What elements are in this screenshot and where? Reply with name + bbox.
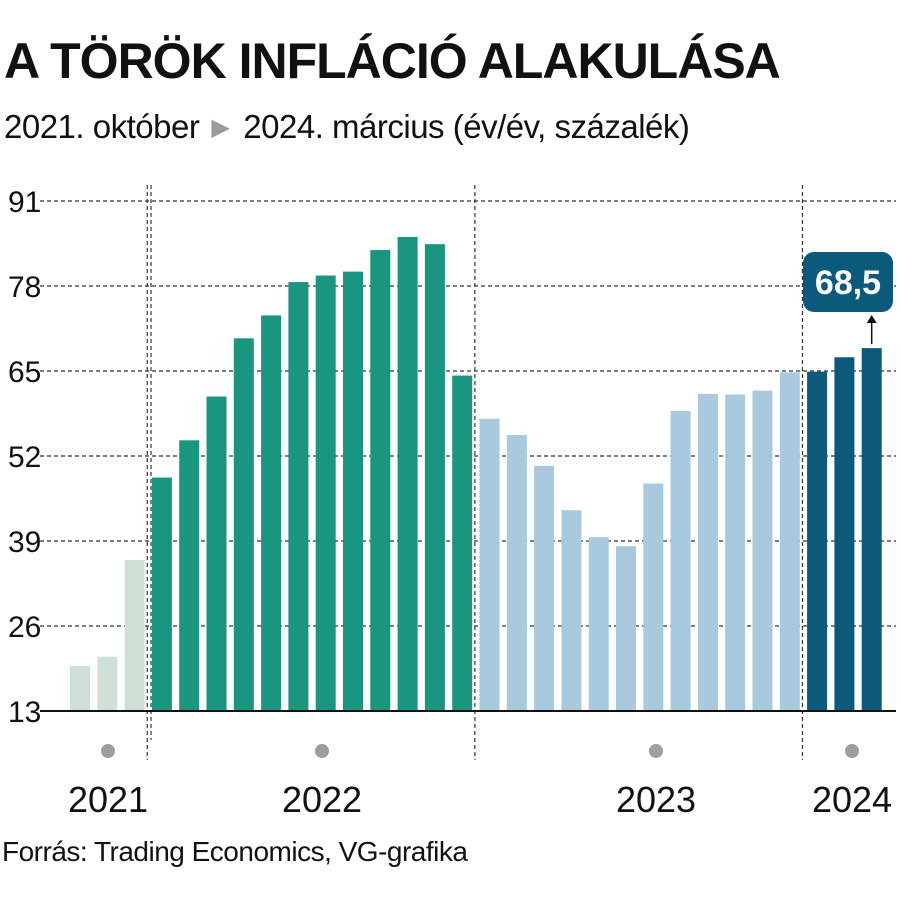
year-label: 2021 — [68, 779, 148, 820]
bar — [807, 371, 828, 711]
year-marker — [101, 744, 115, 758]
year-marker — [845, 744, 859, 758]
chart-subtitle: 2021. október ▶ 2024. március (év/év, száz… — [4, 108, 690, 146]
bar — [725, 394, 746, 711]
bar — [534, 465, 555, 711]
y-tick-label: 78 — [8, 271, 41, 304]
bar — [861, 348, 882, 711]
year-label: 2024 — [812, 779, 892, 820]
bar — [670, 410, 691, 711]
bar — [397, 236, 418, 711]
bar — [315, 275, 336, 711]
y-tick-label: 39 — [8, 526, 41, 559]
year-marker — [649, 744, 663, 758]
bar — [588, 537, 609, 711]
source-note: Forrás: Trading Economics, VG-grafika — [2, 836, 468, 867]
y-tick-label: 13 — [8, 696, 41, 729]
bar — [424, 244, 445, 711]
bar — [261, 315, 282, 711]
y-tick-label: 65 — [8, 356, 41, 389]
bar — [834, 357, 855, 711]
bar — [343, 271, 363, 711]
bar — [206, 396, 227, 711]
bar — [233, 338, 254, 711]
callout-value: 68,5 — [815, 264, 881, 302]
bar — [370, 250, 391, 712]
bar — [779, 372, 800, 711]
chart-title: A TÖRÖK INFLÁCIÓ ALAKULÁSA — [4, 33, 781, 89]
year-label: 2022 — [282, 779, 362, 820]
bar — [752, 390, 773, 711]
bar — [124, 559, 145, 711]
y-tick-label: 91 — [8, 186, 41, 219]
bar — [288, 282, 309, 711]
year-label: 2023 — [616, 779, 696, 820]
value-callout — [803, 252, 893, 312]
bar — [616, 546, 636, 711]
bar — [97, 656, 118, 711]
bar — [697, 393, 718, 711]
bar — [452, 375, 473, 711]
bar — [479, 418, 500, 711]
bar — [643, 483, 664, 711]
play-arrow-icon: ▶ — [211, 114, 230, 141]
y-tick-label: 26 — [8, 611, 41, 644]
subtitle-end: 2024. március (év/év, százalék) — [243, 108, 690, 145]
bar — [179, 440, 200, 711]
bar — [561, 510, 582, 711]
bar — [151, 477, 172, 711]
bar — [506, 435, 527, 711]
up-arrow-icon — [866, 315, 877, 323]
bar — [70, 665, 90, 711]
year-marker — [315, 744, 329, 758]
subtitle-start: 2021. október — [4, 108, 200, 145]
y-tick-label: 52 — [8, 441, 41, 474]
